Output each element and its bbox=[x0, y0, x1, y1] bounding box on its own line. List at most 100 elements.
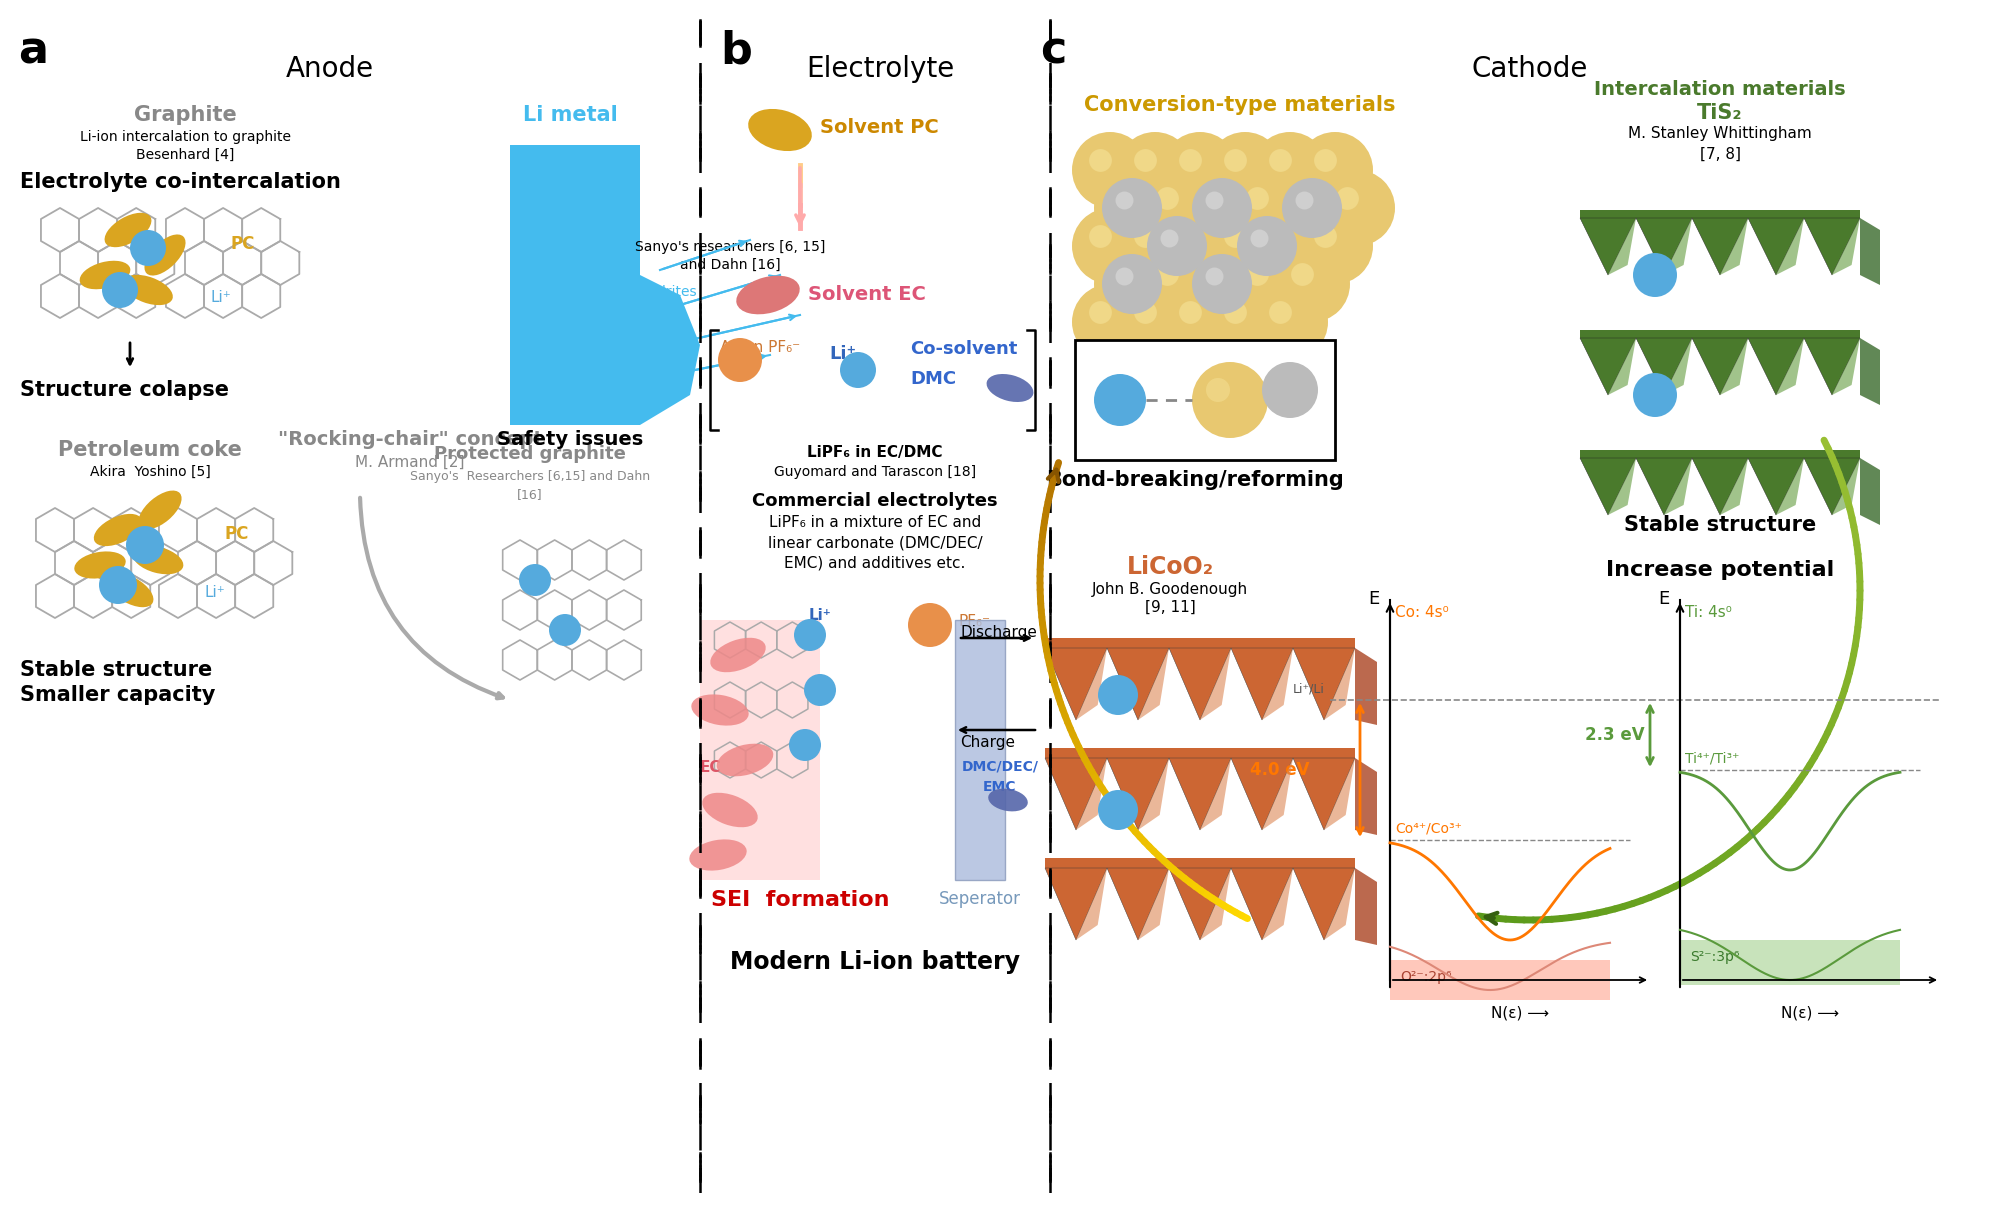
Ellipse shape bbox=[132, 546, 184, 575]
Circle shape bbox=[1292, 264, 1314, 286]
Polygon shape bbox=[1108, 868, 1168, 940]
Circle shape bbox=[1090, 301, 1112, 324]
Text: PC: PC bbox=[230, 234, 254, 253]
Circle shape bbox=[908, 603, 952, 648]
Text: S²⁻:3p⁶: S²⁻:3p⁶ bbox=[1690, 950, 1740, 963]
Circle shape bbox=[1224, 301, 1246, 324]
Polygon shape bbox=[1232, 758, 1292, 830]
Polygon shape bbox=[1200, 648, 1232, 720]
Circle shape bbox=[788, 729, 822, 761]
Polygon shape bbox=[1720, 217, 1748, 275]
Circle shape bbox=[102, 272, 138, 307]
Circle shape bbox=[1098, 676, 1138, 714]
Polygon shape bbox=[1262, 868, 1292, 940]
Polygon shape bbox=[1580, 458, 1636, 515]
Text: SEI  formation: SEI formation bbox=[710, 891, 890, 910]
Circle shape bbox=[1116, 284, 1192, 360]
FancyBboxPatch shape bbox=[1580, 450, 1860, 458]
Polygon shape bbox=[1324, 868, 1356, 940]
Polygon shape bbox=[1776, 458, 1804, 515]
Circle shape bbox=[1112, 264, 1134, 286]
Circle shape bbox=[1090, 225, 1112, 248]
Polygon shape bbox=[1664, 338, 1692, 395]
Text: Commercial electrolytes: Commercial electrolytes bbox=[752, 492, 998, 510]
Text: Cathode: Cathode bbox=[1472, 55, 1588, 83]
Text: EMC) and additives etc.: EMC) and additives etc. bbox=[784, 555, 966, 570]
Text: Ti: 4s⁰: Ti: 4s⁰ bbox=[1684, 605, 1732, 620]
Circle shape bbox=[1206, 378, 1230, 402]
Text: [16]: [16] bbox=[518, 488, 542, 501]
Text: Li⁺: Li⁺ bbox=[206, 584, 226, 600]
Polygon shape bbox=[1608, 458, 1636, 515]
FancyBboxPatch shape bbox=[510, 145, 640, 425]
Circle shape bbox=[1094, 170, 1170, 245]
Polygon shape bbox=[1108, 648, 1168, 720]
Polygon shape bbox=[1720, 458, 1748, 515]
Text: Li⁺/Li: Li⁺/Li bbox=[1294, 682, 1324, 695]
Ellipse shape bbox=[690, 840, 746, 871]
Text: b: b bbox=[720, 30, 752, 73]
Polygon shape bbox=[1860, 458, 1880, 525]
Ellipse shape bbox=[106, 572, 154, 608]
Text: Graphite: Graphite bbox=[134, 104, 236, 125]
Polygon shape bbox=[1292, 648, 1356, 720]
Circle shape bbox=[1228, 245, 1304, 322]
Polygon shape bbox=[1232, 868, 1292, 940]
Text: DMC: DMC bbox=[910, 371, 956, 388]
Text: 4.0 eV: 4.0 eV bbox=[1250, 761, 1310, 779]
Circle shape bbox=[1156, 187, 1178, 210]
Circle shape bbox=[1202, 187, 1224, 210]
Polygon shape bbox=[1804, 217, 1860, 275]
Polygon shape bbox=[1292, 758, 1356, 830]
Polygon shape bbox=[1832, 458, 1860, 515]
Circle shape bbox=[1162, 208, 1238, 284]
Circle shape bbox=[1112, 187, 1134, 210]
Polygon shape bbox=[1692, 458, 1748, 515]
Polygon shape bbox=[1168, 868, 1232, 940]
Circle shape bbox=[1206, 267, 1224, 286]
Ellipse shape bbox=[988, 789, 1028, 812]
Circle shape bbox=[1180, 149, 1202, 171]
Ellipse shape bbox=[104, 213, 152, 247]
Polygon shape bbox=[1076, 758, 1108, 830]
Polygon shape bbox=[1356, 868, 1376, 945]
Text: DMC/DEC/: DMC/DEC/ bbox=[962, 761, 1038, 774]
Polygon shape bbox=[1232, 648, 1292, 720]
Polygon shape bbox=[1804, 338, 1860, 395]
FancyBboxPatch shape bbox=[956, 620, 1006, 880]
Polygon shape bbox=[1776, 338, 1804, 395]
Circle shape bbox=[718, 338, 762, 382]
Circle shape bbox=[1270, 149, 1292, 171]
Circle shape bbox=[1090, 149, 1112, 171]
Polygon shape bbox=[1748, 458, 1804, 515]
Text: Intercalation materials: Intercalation materials bbox=[1594, 80, 1846, 98]
Circle shape bbox=[1252, 284, 1328, 360]
Text: Li⁺: Li⁺ bbox=[830, 345, 856, 363]
Text: Structure colapse: Structure colapse bbox=[20, 380, 228, 400]
Circle shape bbox=[1162, 284, 1238, 360]
Text: M. Stanley Whittingham: M. Stanley Whittingham bbox=[1628, 126, 1812, 141]
Polygon shape bbox=[1748, 338, 1804, 395]
Polygon shape bbox=[1720, 338, 1748, 395]
Text: Ti⁴⁺/Ti³⁺: Ti⁴⁺/Ti³⁺ bbox=[1684, 751, 1740, 765]
Polygon shape bbox=[1608, 217, 1636, 275]
Circle shape bbox=[1102, 254, 1162, 313]
Polygon shape bbox=[1292, 868, 1356, 940]
Circle shape bbox=[1134, 225, 1156, 248]
Polygon shape bbox=[1262, 758, 1292, 830]
Ellipse shape bbox=[692, 695, 748, 725]
Circle shape bbox=[1192, 254, 1252, 313]
Polygon shape bbox=[1138, 758, 1168, 830]
Text: "Rocking-chair" concept: "Rocking-chair" concept bbox=[278, 430, 542, 450]
Circle shape bbox=[1192, 362, 1268, 437]
Text: 2.3 eV: 2.3 eV bbox=[1586, 727, 1644, 744]
Circle shape bbox=[1246, 264, 1268, 286]
Circle shape bbox=[804, 674, 836, 706]
Circle shape bbox=[1206, 192, 1224, 209]
Circle shape bbox=[1262, 362, 1318, 418]
Circle shape bbox=[1148, 216, 1208, 276]
Circle shape bbox=[1208, 284, 1284, 360]
Text: Safety issues: Safety issues bbox=[496, 430, 644, 450]
Text: Sanyo's  Researchers [6,15] and Dahn: Sanyo's Researchers [6,15] and Dahn bbox=[410, 470, 650, 484]
Text: Li metal: Li metal bbox=[522, 104, 618, 125]
